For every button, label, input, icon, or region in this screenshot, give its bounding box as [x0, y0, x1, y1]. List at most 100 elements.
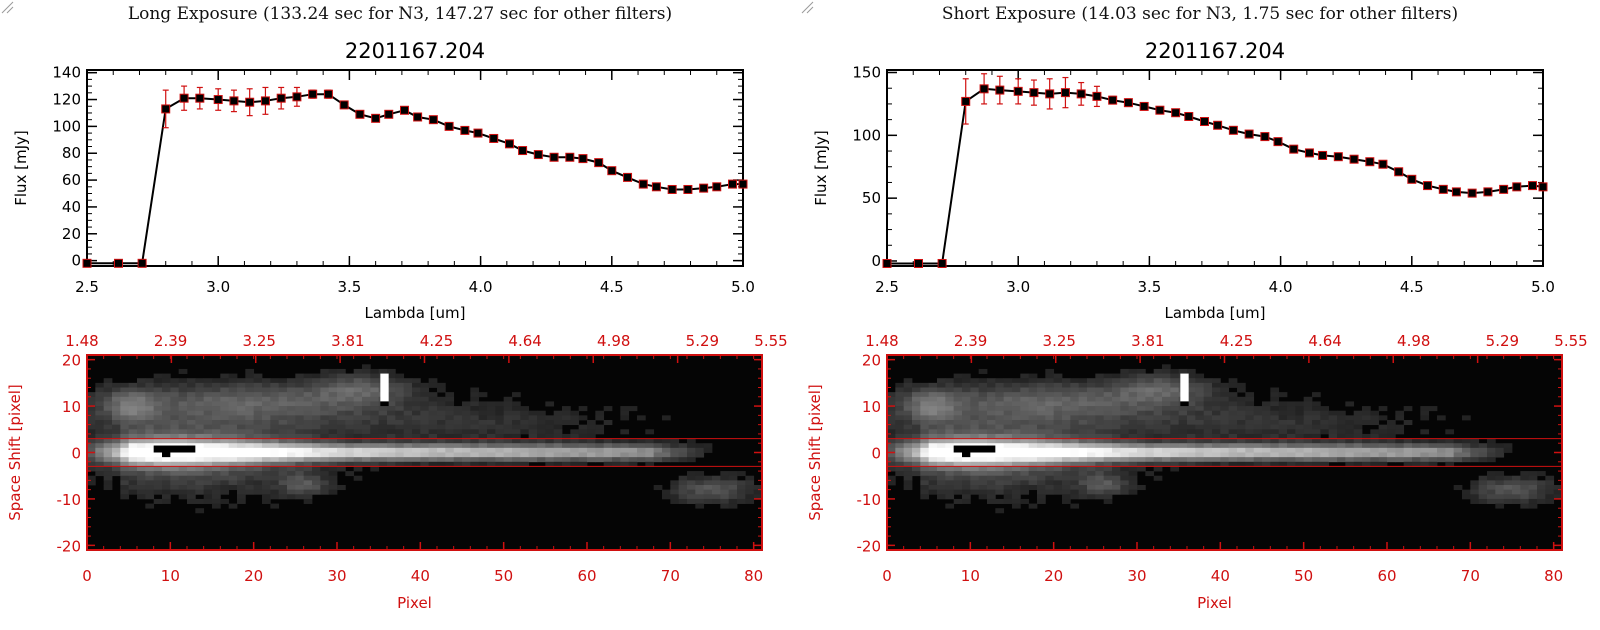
data-point: [355, 109, 365, 119]
image-pixel: [1353, 424, 1363, 430]
resize-grip-icon[interactable]: [0, 0, 14, 14]
image-pixel: [278, 457, 288, 463]
data-point: [882, 258, 892, 268]
image-pixel: [212, 396, 221, 402]
image-pixel: [162, 424, 171, 430]
image-pixel: [945, 452, 955, 458]
image-pixel: [420, 420, 430, 426]
image-pixel: [1353, 457, 1363, 463]
image-pixel: [895, 415, 905, 421]
image-pixel: [295, 447, 305, 453]
image-pixel: [153, 410, 163, 416]
image-pixel: [428, 443, 438, 449]
image-pixel: [162, 429, 171, 435]
image-pixel: [1045, 420, 1055, 426]
image-pixel: [120, 415, 130, 421]
image-pixel: [262, 396, 271, 402]
image-pixel: [287, 378, 296, 384]
image-pixel: [95, 452, 105, 458]
image-pixel: [312, 406, 321, 412]
image-pixel: [1387, 420, 1396, 426]
image-pixel: [362, 452, 371, 458]
image-pixel: [995, 424, 1005, 430]
image-pixel: [353, 452, 363, 458]
image-pixel: [270, 429, 280, 435]
image-pixel: [1045, 466, 1055, 472]
image-pixel: [1120, 373, 1130, 379]
image-pixel: [1112, 396, 1121, 402]
image-pixel: [628, 443, 638, 449]
image-pixel: [295, 452, 305, 458]
image-pixel: [1070, 452, 1080, 458]
image-pixel: [487, 447, 496, 453]
image-pixel: [1103, 480, 1113, 486]
image-pixel: [545, 401, 555, 407]
image-pixel: [187, 471, 196, 477]
resize-grip-icon[interactable]: [800, 0, 814, 14]
image-pixel: [1278, 406, 1288, 412]
image-pixel: [212, 447, 221, 453]
image-pixel: [1253, 461, 1263, 467]
image-pixel: [328, 382, 338, 388]
image-pixel: [212, 438, 221, 444]
image-pixel: [1128, 489, 1138, 495]
image-pixel: [695, 498, 705, 504]
image-pixel: [520, 457, 530, 463]
image-pixel: [103, 429, 113, 435]
image-pixel: [303, 498, 313, 504]
image-pixel: [962, 485, 971, 491]
image-pixel: [620, 429, 630, 435]
image-pixel: [162, 420, 171, 426]
image-pixel: [345, 410, 355, 416]
image-pixel: [345, 471, 355, 477]
image-pixel: [1170, 392, 1180, 398]
wavelength-tick-label: 5.29: [1486, 332, 1519, 350]
image-pixel: [1020, 480, 1030, 486]
image-pixel: [428, 461, 438, 467]
image-pixel: [953, 466, 963, 472]
image-pixel: [970, 415, 980, 421]
image-pixel: [720, 489, 730, 495]
image-pixel: [362, 368, 371, 374]
image-pixel: [1345, 401, 1355, 407]
image-pixel: [287, 475, 296, 481]
image-pixel: [445, 406, 455, 412]
image-pixel: [562, 452, 571, 458]
image-pixel: [745, 475, 755, 481]
image-pixel: [920, 494, 930, 500]
image-pixel: [470, 461, 480, 467]
image-pixel: [453, 410, 463, 416]
image-pixel: [987, 424, 996, 430]
image-pixel: [1137, 401, 1146, 407]
image-pixel: [937, 378, 946, 384]
image-pixel: [970, 401, 980, 407]
saturated-pixel: [380, 373, 389, 402]
image-pixel: [1503, 475, 1513, 481]
image-pixel: [970, 387, 980, 393]
image-pixel: [412, 443, 421, 449]
image-pixel: [420, 396, 430, 402]
image-pixel: [962, 382, 971, 388]
image-pixel: [128, 433, 138, 439]
wavelength-tick-label: 4.64: [508, 332, 541, 350]
image-pixel: [1078, 466, 1088, 472]
image-pixel: [978, 429, 988, 435]
image-pixel: [587, 438, 596, 444]
image-pixel: [137, 406, 146, 412]
image-pixel: [1003, 443, 1013, 449]
image-pixel: [378, 447, 388, 453]
image-pixel: [537, 429, 546, 435]
image-pixel: [420, 424, 430, 430]
image-pixel: [578, 438, 588, 444]
image-pixel: [345, 457, 355, 463]
image-pixel: [145, 471, 155, 477]
image-pixel: [1362, 447, 1371, 453]
image-pixel: [1420, 429, 1430, 435]
image-pixel: [1028, 429, 1038, 435]
image-pixel: [1037, 498, 1046, 504]
image-pixel: [1095, 475, 1105, 481]
image-pixel: [528, 452, 538, 458]
image-pixel: [428, 457, 438, 463]
image-pixel: [1195, 429, 1205, 435]
image-pixel: [128, 480, 138, 486]
